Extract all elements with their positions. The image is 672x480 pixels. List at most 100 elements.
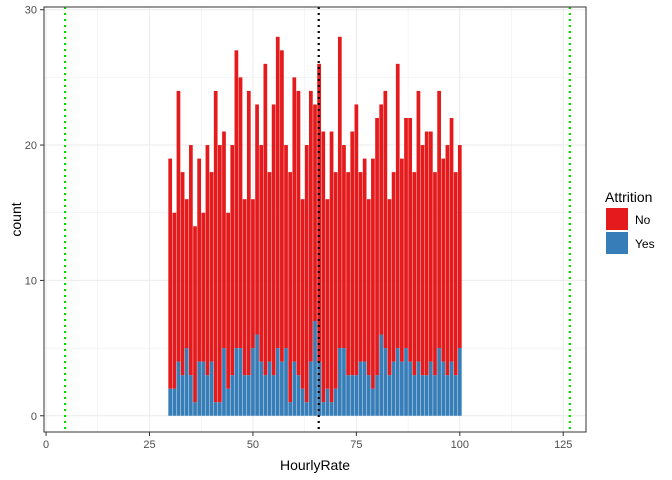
bar-no: [441, 158, 446, 362]
bar-yes: [180, 375, 185, 416]
bar-no: [238, 77, 243, 349]
bar-no: [400, 158, 404, 362]
bar-yes: [313, 321, 317, 416]
bar-yes: [300, 388, 305, 416]
bar-yes: [408, 361, 413, 416]
bar-yes: [284, 348, 288, 416]
legend-items: No Yes: [606, 208, 655, 254]
y-tick-label: 10: [25, 275, 37, 287]
bar-yes: [242, 375, 247, 416]
bar-no: [176, 90, 181, 362]
bar-no: [358, 172, 363, 362]
x-axis-ticks: 0 25 50 75 100 125: [43, 432, 572, 451]
bar-yes: [238, 348, 243, 416]
y-tick-label: 20: [25, 140, 37, 152]
bar-yes: [453, 375, 458, 416]
reference-lines: [64, 7, 571, 432]
bar-no: [251, 199, 255, 349]
bar-no: [391, 172, 396, 362]
bar-yes: [420, 375, 425, 416]
bar-yes: [267, 361, 272, 416]
bar-yes: [193, 402, 197, 416]
bar-no: [416, 90, 421, 362]
legend-label-no: No: [635, 213, 651, 227]
bar-yes: [184, 348, 189, 416]
bar-no: [271, 104, 276, 376]
bar-yes: [433, 375, 437, 416]
bar-no: [300, 199, 305, 389]
bar-no: [288, 172, 293, 403]
bar-no: [263, 63, 268, 376]
x-tick-label: 0: [43, 439, 49, 451]
bar-yes: [271, 375, 276, 416]
bar-yes: [304, 402, 309, 416]
y-axis-title: count: [8, 202, 24, 236]
bar-no: [184, 199, 189, 349]
bar-yes: [333, 388, 338, 416]
bar-yes: [350, 375, 355, 416]
bar-yes: [288, 402, 293, 416]
bar-yes: [387, 375, 392, 416]
bar-yes: [416, 361, 421, 416]
y-tick-label: 30: [25, 5, 37, 17]
bar-yes: [246, 375, 251, 416]
bar-yes: [412, 375, 417, 416]
bar-yes: [205, 375, 210, 416]
bar-yes: [391, 361, 396, 416]
bar-yes: [358, 361, 363, 416]
bar-yes: [176, 361, 181, 416]
bar-no: [366, 199, 371, 376]
bar-yes: [325, 388, 330, 416]
bar-no: [246, 90, 251, 376]
bar-yes: [342, 348, 346, 416]
bar-no: [420, 145, 425, 376]
bar-no: [362, 158, 367, 362]
bar-yes: [217, 402, 222, 416]
bar-no: [313, 104, 317, 322]
bar-yes: [354, 375, 359, 416]
bar-no: [168, 158, 173, 389]
bar-no: [234, 50, 239, 349]
panel-border: [43, 6, 587, 433]
bar-no: [433, 172, 437, 376]
legend-key-no: [606, 208, 628, 230]
bar-yes: [428, 361, 433, 416]
bar-no: [346, 172, 350, 376]
bar-no: [304, 145, 309, 403]
bar-yes: [317, 361, 321, 416]
bar-yes: [230, 375, 235, 416]
bar-no: [333, 172, 338, 389]
bar-no: [197, 158, 202, 362]
bar-yes: [172, 388, 177, 416]
bar-no: [371, 158, 375, 389]
bar-no: [275, 36, 280, 349]
y-axis-ticks: 0 10 20 30: [25, 5, 44, 423]
bar-no: [395, 63, 400, 349]
bar-yes: [197, 361, 202, 416]
bar-no: [296, 90, 301, 376]
bar-no: [205, 145, 210, 376]
x-tick-label: 75: [350, 439, 362, 451]
bar-yes: [437, 348, 441, 416]
bar-no: [267, 172, 272, 362]
legend-key-yes: [606, 232, 628, 254]
bar-no: [209, 172, 214, 362]
bar-yes: [346, 375, 350, 416]
bar-no: [201, 212, 206, 362]
bar-yes: [226, 388, 230, 416]
bar-yes: [263, 375, 268, 416]
bar-no: [180, 172, 185, 376]
bar-yes: [383, 348, 388, 416]
bar-no: [383, 90, 388, 349]
bar-yes: [441, 361, 446, 416]
x-tick-label: 25: [143, 439, 155, 451]
bar-yes: [449, 361, 454, 416]
x-axis-title: HourlyRate: [280, 457, 350, 473]
bar-no: [457, 145, 462, 349]
bar-no: [325, 199, 330, 389]
bar-yes: [280, 361, 284, 416]
bar-yes: [209, 361, 214, 416]
bar-no: [226, 212, 230, 389]
bar-no: [337, 36, 342, 349]
bar-yes: [375, 375, 379, 416]
